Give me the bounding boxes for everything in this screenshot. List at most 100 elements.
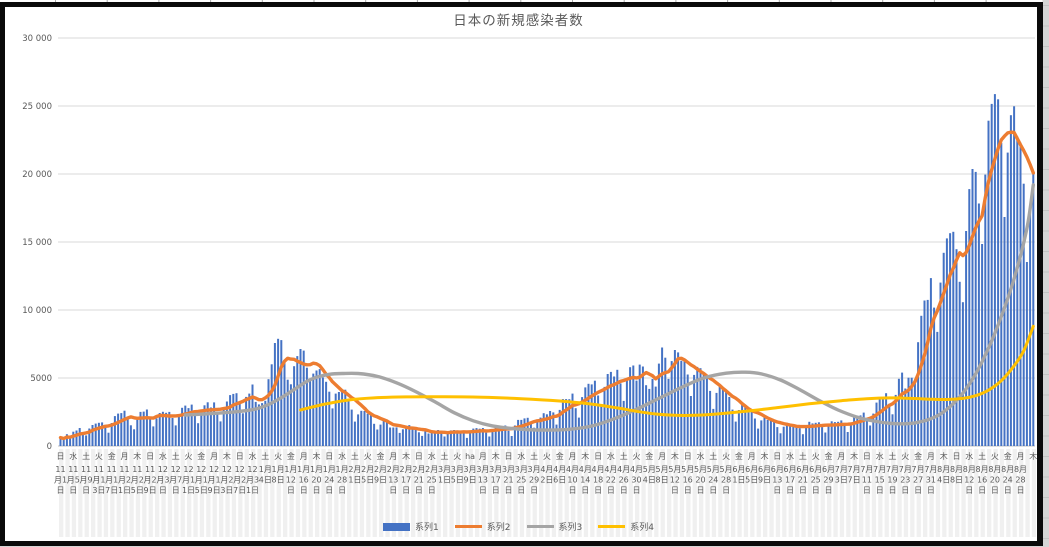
label-stripe	[507, 449, 512, 537]
x-axis-tick-label: 月 1月 16 日	[297, 452, 310, 495]
label-stripe	[244, 449, 249, 537]
sheet-row-line	[1042, 312, 1049, 314]
bar	[782, 426, 785, 446]
legend-line-swatch	[454, 525, 482, 528]
bar	[997, 99, 1000, 446]
bar	[478, 428, 481, 446]
label-stripe	[142, 449, 147, 537]
bar	[526, 417, 529, 446]
label-stripe	[635, 449, 640, 537]
x-axis-tick-label: 月 6月 5日	[745, 452, 758, 485]
chart-legend[interactable]: 系列1 系列2 系列3 系列4	[0, 520, 1037, 533]
sheet-row-line	[1042, 292, 1049, 293]
bar	[481, 428, 484, 446]
label-stripe	[999, 449, 1005, 537]
label-stripe	[263, 449, 269, 537]
bar	[744, 407, 747, 446]
bar	[555, 424, 558, 446]
bar	[773, 419, 776, 446]
bar	[789, 424, 792, 446]
sheet-row-line	[1042, 148, 1049, 150]
sheet-column-line	[985, 0, 987, 2]
x-axis-tick-label: 土 3月 29 日	[528, 451, 541, 495]
legend-item-系列2[interactable]: 系列2	[454, 520, 511, 533]
bar	[1000, 142, 1003, 446]
label-stripe	[692, 449, 697, 537]
bar	[357, 414, 360, 446]
sheet-row-line	[1042, 107, 1049, 109]
bar	[939, 282, 942, 446]
bar	[501, 426, 504, 446]
bar	[894, 394, 897, 446]
bar	[325, 381, 328, 446]
bar	[315, 370, 318, 446]
x-axis-tick-label: 木 8月 4日	[937, 451, 950, 485]
bar	[945, 238, 948, 446]
label-stripe	[449, 449, 454, 537]
x-axis-tick-label: 日 7月 11 日	[860, 452, 873, 495]
bar	[635, 380, 638, 446]
bar	[683, 358, 686, 446]
label-stripe	[558, 449, 563, 537]
label-stripe	[667, 449, 672, 537]
x-axis-tick-label: 土 6月 21 日	[796, 451, 809, 495]
bar	[193, 413, 196, 446]
label-stripe	[654, 449, 659, 537]
x-axis-tick-label: 金 11 月1 7日	[105, 451, 118, 495]
x-axis-tick-label: 水 11 月5 日	[67, 451, 80, 495]
bar	[120, 413, 123, 446]
bar	[693, 374, 696, 446]
bar	[897, 378, 900, 446]
bar	[638, 364, 641, 446]
label-stripe	[916, 449, 921, 537]
x-axis-tick-label: 土 4月 26 日	[617, 451, 630, 495]
sheet-row-line	[1042, 497, 1049, 498]
label-stripe	[513, 449, 518, 537]
bar	[328, 391, 331, 446]
bar	[523, 418, 526, 446]
bar	[779, 433, 782, 446]
bar	[430, 431, 433, 446]
x-axis-tick-label: 日 11 月1 日	[54, 452, 67, 495]
bar	[321, 377, 324, 446]
x-axis-tick-label: 水 1月 28 日	[336, 451, 349, 495]
bar	[158, 413, 161, 446]
label-stripe	[724, 449, 729, 537]
legend-item-系列3[interactable]: 系列3	[526, 520, 582, 533]
label-stripe	[135, 449, 141, 537]
label-stripe	[641, 449, 646, 537]
bar	[792, 424, 795, 446]
sheet-column-line	[778, 0, 780, 2]
legend-item-系列4[interactable]: 系列4	[598, 520, 654, 533]
x-axis-tick-label: 日 3月 21 日	[502, 452, 515, 495]
bar	[814, 422, 817, 446]
legend-item-系列1[interactable]: 系列1	[383, 520, 439, 533]
bar	[667, 378, 670, 446]
chart-border-top	[0, 2, 1043, 7]
bar	[72, 431, 75, 446]
bar	[593, 380, 596, 446]
bar	[901, 372, 904, 446]
bar	[520, 419, 523, 446]
bar	[366, 413, 369, 446]
label-stripe	[769, 449, 774, 537]
label-stripe	[276, 449, 281, 537]
sheet-row-line	[1042, 169, 1049, 170]
bar	[622, 400, 625, 446]
gridline	[58, 37, 1035, 39]
bar	[817, 422, 820, 446]
label-stripe	[539, 449, 544, 537]
bar	[529, 421, 532, 446]
sheet-column-line	[106, 0, 108, 2]
sheet-row-line	[1042, 476, 1049, 478]
label-stripe	[340, 449, 345, 537]
label-stripe	[961, 449, 966, 537]
bar	[149, 417, 152, 446]
label-stripe	[571, 449, 576, 537]
label-stripe	[148, 449, 153, 537]
bar	[824, 432, 827, 446]
bar	[171, 418, 174, 446]
label-stripe	[929, 449, 934, 537]
sheet-row-line	[1042, 435, 1049, 437]
